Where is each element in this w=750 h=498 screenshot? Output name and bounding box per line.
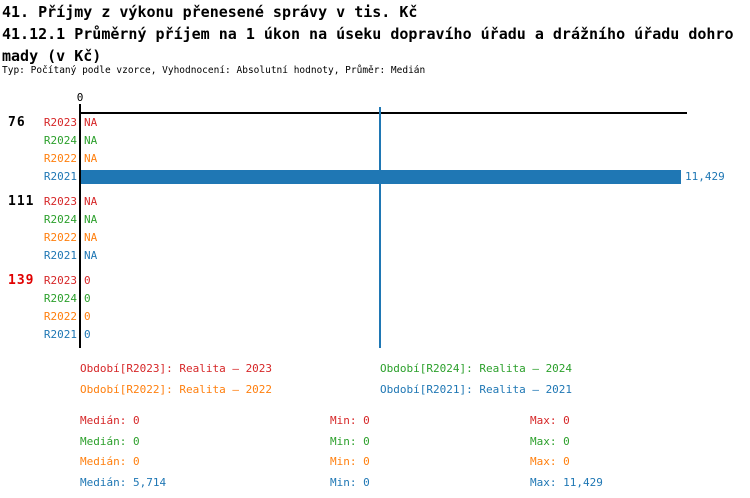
value-label: NA [84, 152, 98, 165]
category-label: 111 [8, 194, 35, 209]
value-label: NA [84, 116, 98, 129]
chart-row: R2021 11,429 [0, 168, 750, 186]
chart-row: 139 R2023 0 [0, 272, 750, 290]
chart-meta-info: Typ: Počítaný podle vzorce, Vyhodnocení:… [2, 65, 426, 76]
stat-max: Max: 0 [530, 435, 570, 448]
value-label: 0 [84, 310, 91, 323]
value-label: NA [84, 249, 98, 262]
category-label: 139 [8, 273, 35, 288]
series-label: R2021 [43, 328, 77, 341]
bar-value-label: 11,429 [685, 170, 725, 183]
series-label: R2023 [43, 274, 77, 287]
stat-min: Min: 0 [330, 476, 370, 489]
value-label: NA [84, 134, 98, 147]
chart-row: R2024 NA [0, 132, 750, 150]
chart-subtitle-line1: 41.12.1 Průměrný příjem na 1 úkon na úse… [2, 25, 734, 43]
chart-subtitle-line2: mady (v Kč) [2, 47, 102, 65]
row-header: R2021 [8, 247, 77, 265]
value-label: NA [84, 213, 98, 226]
row-header: R2021 [8, 168, 77, 186]
stat-median: Medián: 0 [80, 414, 140, 427]
row-header: 111 R2023 [8, 193, 77, 211]
value-label: NA [84, 195, 98, 208]
category-label: 76 [8, 115, 26, 130]
page-title: 41. Příjmy z výkonu přenesené správy v t… [2, 3, 418, 21]
row-header: R2024 [8, 290, 77, 308]
series-label: R2024 [43, 213, 77, 226]
row-header: R2024 [8, 132, 77, 150]
row-header: R2022 [8, 229, 77, 247]
row-header: R2022 [8, 150, 77, 168]
row-header: 139 R2023 [8, 272, 77, 290]
chart-row: 76 R2023 NA [0, 114, 750, 132]
axis-tick-label-zero: 0 [76, 91, 84, 104]
stat-max: Max: 11,429 [530, 476, 603, 489]
chart-rows: 76 R2023 NA R2024 NA R2022 NA R2021 11,429 111 R20… [0, 114, 750, 351]
chart-group: 76 R2023 NA R2024 NA R2022 NA R2021 11,429 [0, 114, 750, 186]
series-label: R2024 [43, 292, 77, 305]
chart-row: R2021 0 [0, 326, 750, 344]
row-header: R2024 [8, 211, 77, 229]
stat-median: Medián: 0 [80, 435, 140, 448]
y-axis-line [79, 104, 81, 348]
value-bar [81, 170, 681, 184]
chart-group: 111 R2023 NA R2024 NA R2022 NA R2021 NA [0, 193, 750, 265]
row-header: R2022 [8, 308, 77, 326]
value-label: 0 [84, 274, 91, 287]
series-label: R2022 [43, 310, 77, 323]
series-label: R2023 [43, 116, 77, 129]
value-label: 0 [84, 328, 91, 341]
chart-row: 111 R2023 NA [0, 193, 750, 211]
series-label: R2021 [43, 170, 77, 183]
stat-median: Medián: 0 [80, 455, 140, 468]
stat-max: Max: 0 [530, 455, 570, 468]
legend-item: Období[R2023]: Realita – 2023 [80, 362, 273, 375]
chart-row: R2024 0 [0, 290, 750, 308]
chart-row: R2022 0 [0, 308, 750, 326]
value-label: NA [84, 231, 98, 244]
stat-min: Min: 0 [330, 435, 370, 448]
chart-row: R2021 NA [0, 247, 750, 265]
stat-min: Min: 0 [330, 455, 370, 468]
row-header: R2021 [8, 326, 77, 344]
chart-group: 139 R2023 0 R2024 0 R2022 0 R2021 0 [0, 272, 750, 344]
series-label: R2024 [43, 134, 77, 147]
chart-row: R2024 NA [0, 211, 750, 229]
chart-row: R2022 NA [0, 150, 750, 168]
legend-item: Období[R2021]: Realita – 2021 [380, 383, 573, 396]
legend-item: Období[R2022]: Realita – 2022 [80, 383, 273, 396]
series-label: R2022 [43, 231, 77, 244]
series-label: R2023 [43, 195, 77, 208]
row-header: 76 R2023 [8, 114, 77, 132]
legend-item: Období[R2024]: Realita – 2024 [380, 362, 573, 375]
stat-max: Max: 0 [530, 414, 570, 427]
stat-median: Medián: 5,714 [80, 476, 167, 489]
median-marker-line [379, 107, 381, 348]
value-label: 0 [84, 292, 91, 305]
series-label: R2022 [43, 152, 77, 165]
chart-row: R2022 NA [0, 229, 750, 247]
series-label: R2021 [43, 249, 77, 262]
x-axis-line [80, 112, 687, 114]
stat-min: Min: 0 [330, 414, 370, 427]
